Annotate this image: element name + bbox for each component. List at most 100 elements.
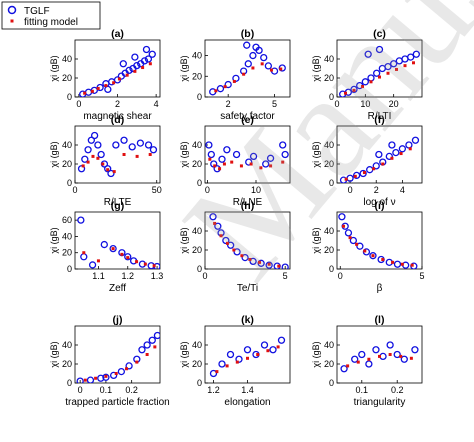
tglf-point <box>222 236 230 245</box>
y-tick-label: 40 <box>62 340 72 350</box>
x-tick-label: 0 <box>334 99 339 109</box>
y-tick-label: 40 <box>192 51 202 61</box>
tglf-point <box>76 377 84 383</box>
model-point <box>82 251 86 255</box>
x-axis-label: trapped particle fraction <box>65 397 170 408</box>
y-axis-label: χi (gB) <box>49 341 59 367</box>
tglf-point <box>88 261 97 269</box>
y-tick-label: 20 <box>62 73 72 83</box>
tglf-point <box>218 360 226 368</box>
y-axis-label: χi (gB) <box>311 227 321 253</box>
model-point <box>344 91 347 95</box>
tglf-point <box>94 141 102 149</box>
tglf-point <box>281 150 289 159</box>
y-tick-label: 0 <box>329 264 334 274</box>
data-points <box>77 216 160 269</box>
model-point <box>256 353 260 356</box>
model-point <box>240 254 244 258</box>
panel-l: 0.1 0.2 0 20 40 (l) triangularity χi (gB) <box>311 314 423 408</box>
model-point <box>266 349 270 353</box>
x-tick-label: 50 <box>152 185 162 195</box>
y-tick-label: 40 <box>192 226 202 236</box>
tglf-point <box>373 69 381 77</box>
model-point <box>135 154 139 158</box>
y-tick-label: 40 <box>324 140 334 150</box>
tglf-point <box>120 136 128 144</box>
tglf-point <box>100 240 108 249</box>
tglf-point <box>390 60 398 68</box>
y-tick-label: 40 <box>62 231 72 241</box>
tglf-point <box>260 341 269 349</box>
y-tick-label: 20 <box>324 359 334 369</box>
x-axis-label: triangularity <box>354 397 406 408</box>
model-point <box>400 262 404 266</box>
tglf-point <box>148 336 156 344</box>
model-point <box>381 258 385 261</box>
panel-label: (f) <box>374 114 385 126</box>
x-tick-label: 2 <box>115 99 120 109</box>
y-axis-label: χi (gB) <box>49 141 59 167</box>
x-axis-label: R/LNE <box>233 197 263 208</box>
panel-label: (d) <box>111 114 124 126</box>
model-point <box>96 259 100 263</box>
plot-frame <box>74 125 161 184</box>
y-tick-label: 20 <box>324 73 334 83</box>
tglf-point <box>411 136 420 144</box>
model-point <box>125 73 129 77</box>
x-tick-label: 0.1 <box>100 385 113 395</box>
x-tick-label: 0.2 <box>391 385 404 395</box>
tglf-point <box>249 51 257 60</box>
panel-c: 0 10 20 0 20 40 (c) R/LTI χi (gB) <box>311 28 423 122</box>
data-points <box>340 341 419 373</box>
model-point <box>395 67 398 71</box>
model-point <box>353 174 357 178</box>
data-points <box>76 331 160 383</box>
tglf-point <box>400 355 408 363</box>
x-tick-label: 0 <box>348 185 353 195</box>
x-tick-label: 20 <box>389 99 399 109</box>
tglf-point <box>388 141 396 149</box>
x-tick-label: 2 <box>374 185 379 195</box>
tglf-point <box>77 216 85 224</box>
y-tick-label: 20 <box>62 248 72 258</box>
tglf-point <box>344 229 353 237</box>
tglf-point <box>153 331 160 340</box>
model-point <box>96 156 100 160</box>
model-point <box>403 64 407 68</box>
plot-frame <box>204 325 291 384</box>
x-axis-label: β <box>377 283 383 294</box>
tglf-point <box>97 374 105 382</box>
tglf-point <box>349 236 357 245</box>
model-point <box>372 167 376 171</box>
data-points <box>338 213 418 269</box>
x-tick-label: 0 <box>205 185 210 195</box>
x-tick-label: 10 <box>360 99 370 109</box>
model-point <box>214 89 218 93</box>
model-point <box>133 69 137 73</box>
model-point <box>135 260 139 264</box>
model-point <box>367 357 371 361</box>
x-tick-label: 1.4 <box>241 385 254 395</box>
tglf-point <box>392 148 400 157</box>
model-point <box>369 80 373 84</box>
model-point <box>239 164 243 168</box>
tglf-point <box>352 171 361 180</box>
tglf-point <box>269 346 277 354</box>
model-point <box>249 162 253 166</box>
x-tick-label: 1.1 <box>92 271 105 281</box>
model-point <box>112 170 116 174</box>
y-axis-label: χi (gB) <box>179 55 189 81</box>
panel-label: (a) <box>111 28 124 40</box>
tglf-point <box>245 158 253 166</box>
model-point <box>346 364 350 368</box>
panel-j: 0 0.1 0.2 0 20 40 (j) trapped particle fraction… <box>49 314 170 408</box>
tglf-point <box>384 62 392 71</box>
y-tick-label: 20 <box>192 359 202 369</box>
plot-frame <box>74 39 161 98</box>
plot-frame <box>336 211 423 270</box>
data-points <box>339 136 420 183</box>
model-point <box>232 248 236 252</box>
tglf-point <box>138 346 146 354</box>
panel-label: (e) <box>241 114 254 126</box>
tglf-point <box>148 50 156 58</box>
